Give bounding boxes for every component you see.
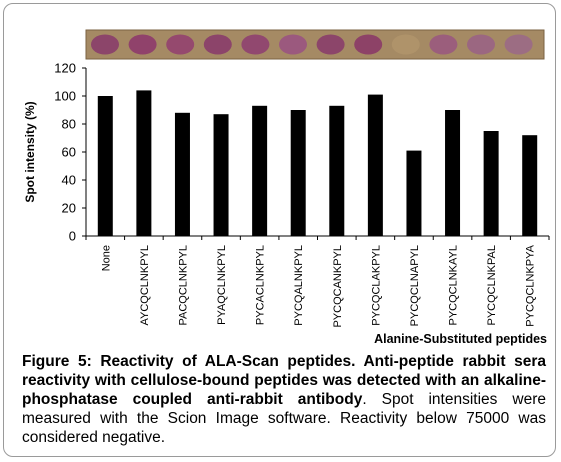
y-axis-label: Spot intensity (%) bbox=[23, 101, 37, 202]
x-tick-label: PYCACLNKPYL bbox=[255, 245, 267, 325]
x-tick-label: PYAQCLNKPYL bbox=[216, 245, 228, 325]
x-tick-label: PYCQCLNKPAL bbox=[486, 245, 498, 326]
spot-3 bbox=[203, 34, 232, 55]
bar-chart: 0 20 40 60 80 100 120 None AYCQCLNKPYL PACQCLNKPY… bbox=[23, 29, 550, 346]
x-tick-label: None bbox=[100, 245, 112, 271]
y-tick-label: 60 bbox=[62, 145, 76, 160]
caption-body-text: . Spot intensities were measured with th… bbox=[22, 391, 546, 446]
chart-axes: 0 20 40 60 80 100 120 None AYCQCLNKPYL PACQCLNKPY… bbox=[54, 61, 550, 328]
x-tick-label: AYCQCLNKPYL bbox=[139, 245, 151, 326]
bar-PYCQCLNKPYA bbox=[522, 135, 538, 236]
spot-10 bbox=[467, 34, 495, 55]
x-tick-label: PYCQCLNKPYA bbox=[525, 244, 537, 326]
spot-6 bbox=[316, 34, 345, 55]
spot-strip-border bbox=[85, 29, 545, 60]
spot-9 bbox=[429, 34, 458, 55]
spot-strip bbox=[85, 29, 545, 60]
y-tick-label: 0 bbox=[69, 229, 76, 244]
bar-PYCACLNKPYL bbox=[252, 105, 268, 236]
y-tick-label: 20 bbox=[62, 201, 76, 216]
bars bbox=[97, 90, 538, 237]
spot-7 bbox=[354, 34, 383, 55]
bar-PYCQCLAKPYL bbox=[367, 94, 383, 236]
bar-None bbox=[97, 96, 113, 236]
bar-PYCQCANKPYL bbox=[329, 105, 345, 236]
spot-0 bbox=[91, 34, 119, 55]
spot-1 bbox=[128, 34, 157, 55]
y-tick-label: 40 bbox=[62, 173, 76, 188]
x-tick-label: PYCQCLNAPYL bbox=[409, 245, 421, 326]
spot-2 bbox=[166, 34, 195, 55]
spot-4 bbox=[241, 34, 270, 55]
figure-caption: Figure 5: Reactivity of ALA-Scan peptide… bbox=[22, 352, 546, 447]
y-tick-label: 120 bbox=[54, 61, 76, 76]
bar-PACQCLNKPYL bbox=[174, 112, 190, 236]
x-tick-label: PACQCLNKPYL bbox=[177, 245, 189, 326]
bar-PYCQCLNKPAL bbox=[483, 131, 499, 236]
y-tick-label: 80 bbox=[62, 117, 76, 132]
bar-PYAQCLNKPYL bbox=[213, 114, 229, 236]
spot-11 bbox=[504, 34, 533, 55]
x-tick-label: PYCQCLAKPYL bbox=[370, 245, 382, 326]
y-tick-label: 100 bbox=[54, 89, 76, 104]
x-tick-label: PYCQCANKPYL bbox=[332, 245, 344, 328]
bar-AYCQCLNKPYL bbox=[136, 90, 152, 237]
bar-PYCQALNKPYL bbox=[290, 110, 306, 236]
x-tick-label: PYCQALNKPYL bbox=[293, 245, 305, 326]
spot-5 bbox=[279, 34, 307, 55]
x-axis-label: Alanine-Substituted peptides bbox=[374, 332, 547, 346]
figure-frame bbox=[3, 3, 556, 457]
caption-bold-text: Figure 5: Reactivity of ALA-Scan peptide… bbox=[22, 353, 546, 408]
bar-PYCQCLNKAYL bbox=[445, 110, 461, 236]
x-tick-label: PYCQCLNKAYL bbox=[448, 245, 460, 326]
bar-PYCQCLNAPYL bbox=[406, 150, 422, 236]
spot-8 bbox=[391, 34, 420, 55]
